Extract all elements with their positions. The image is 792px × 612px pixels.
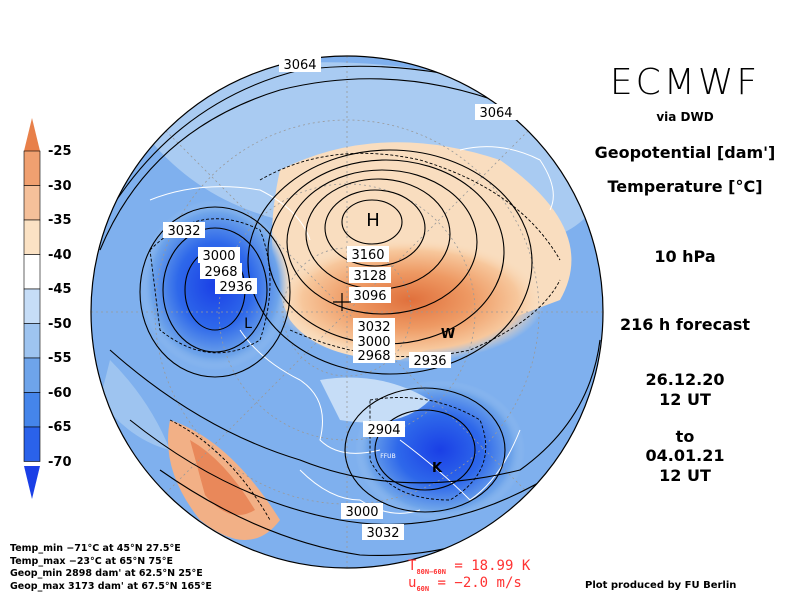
init-datetime: 26.12.20 12 UT bbox=[585, 370, 785, 410]
colorbar-label: -65 bbox=[48, 420, 72, 435]
colorbar-label: -45 bbox=[48, 282, 72, 297]
field-label-temperature: Temperature [°C] bbox=[607, 177, 763, 196]
contour-labels: 3064 3064 3032 3000 2968 2936 3160 3128 … bbox=[163, 56, 517, 541]
temp-min: Temp_min −71°C at 45°N 27.5°E bbox=[10, 543, 181, 554]
valid-date: 04.01.21 bbox=[645, 446, 725, 465]
warm-marker: W bbox=[441, 327, 455, 342]
colorbar-swatch bbox=[23, 254, 41, 290]
colorbar-swatch bbox=[23, 185, 41, 221]
to-label: to bbox=[675, 427, 695, 446]
colorbar-label: -70 bbox=[48, 454, 72, 470]
contour-label: 3032 bbox=[357, 320, 390, 335]
contour-label: 2968 bbox=[204, 265, 237, 280]
valid-datetime: 04.01.21 12 UT bbox=[585, 446, 785, 486]
contour-label: 2936 bbox=[413, 354, 446, 369]
colorbar-bottom-arrow bbox=[24, 466, 40, 499]
valid-time: 12 UT bbox=[659, 466, 711, 485]
forecast-hours: 216 h forecast bbox=[619, 315, 751, 334]
contour-label: 2904 bbox=[367, 423, 400, 438]
colorbar-swatch bbox=[23, 426, 41, 462]
high-marker: H bbox=[366, 210, 380, 231]
centre-markers: H L W K FFUB bbox=[244, 210, 455, 476]
geopotential-contours bbox=[99, 65, 601, 556]
colorbar-label: -60 bbox=[48, 385, 72, 401]
contour-label: 3128 bbox=[353, 269, 386, 284]
credit-text: Plot produced by FU Berlin bbox=[585, 580, 737, 591]
colorbar-swatch bbox=[23, 323, 41, 359]
pressure-level: 10 hPa bbox=[654, 247, 716, 266]
contour-label: 3064 bbox=[479, 106, 512, 121]
colorbar-label: -35 bbox=[48, 213, 72, 228]
geop-max: Geop_max 3173 dam' at 67.5°N 165°E bbox=[10, 580, 212, 592]
temp-max: Temp_max −23°C at 65°N 75°E bbox=[10, 555, 174, 567]
colorbar-label: -50 bbox=[48, 316, 72, 332]
contour-label: 3000 bbox=[357, 335, 390, 350]
contour-label: 3000 bbox=[345, 505, 378, 520]
contour-label: 3160 bbox=[351, 248, 384, 263]
source-label: via DWD bbox=[656, 110, 714, 124]
colorbar-swatch bbox=[23, 150, 41, 186]
colorbar-label: -30 bbox=[48, 178, 72, 194]
colorbar-swatch bbox=[23, 288, 41, 324]
contour-label: 3032 bbox=[167, 224, 200, 239]
cold-marker: K bbox=[432, 461, 443, 476]
zonal-wind-index: u60N = −2.0 m/s bbox=[408, 575, 522, 593]
map-border bbox=[90, 55, 604, 569]
init-date: 26.12.20 bbox=[645, 370, 725, 389]
temperature-gradient-index: T80N−60N = 18.99 K bbox=[408, 558, 531, 576]
contour-label: 3000 bbox=[202, 249, 235, 264]
colorbar-swatch bbox=[23, 392, 41, 428]
colorbar-swatch bbox=[23, 357, 41, 393]
colorbar-label: -40 bbox=[48, 247, 72, 263]
contour-label: 3096 bbox=[353, 289, 386, 304]
low-marker: L bbox=[244, 316, 252, 332]
contour-label: 3064 bbox=[283, 58, 316, 73]
contour-label: 2936 bbox=[219, 280, 252, 295]
station-marker: FFUB bbox=[380, 453, 395, 460]
field-label-geopotential: Geopotential [dam'] bbox=[594, 143, 776, 162]
colorbar-label: -25 bbox=[48, 144, 72, 159]
colorbar bbox=[23, 118, 41, 499]
colorbar-top-arrow bbox=[24, 118, 40, 151]
extrema-stats: Temp_min −71°C at 45°N 27.5°E Temp_max −… bbox=[10, 543, 212, 593]
colorbar-swatch bbox=[23, 219, 41, 255]
temperature-contours bbox=[149, 152, 561, 521]
geop-min: Geop_min 2898 dam' at 62.5°N 25°E bbox=[10, 568, 203, 579]
init-time: 12 UT bbox=[659, 390, 711, 409]
contour-label: 3032 bbox=[366, 526, 399, 541]
contour-label: 2968 bbox=[357, 349, 390, 364]
model-name: ECMWF bbox=[609, 62, 761, 103]
colorbar-label: -55 bbox=[48, 351, 72, 366]
